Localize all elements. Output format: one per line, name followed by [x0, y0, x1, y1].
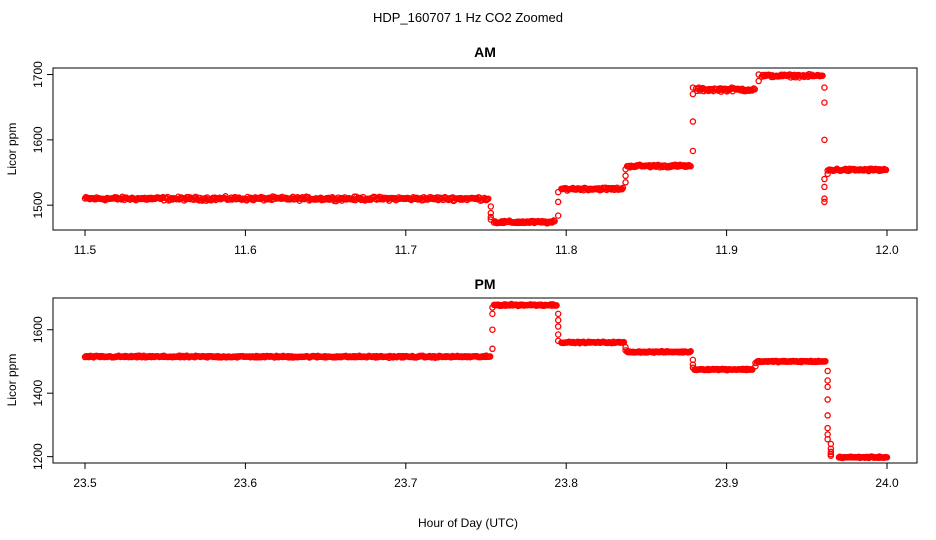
data-point [554, 331, 562, 338]
data-point [622, 172, 629, 180]
pm-panel-title: PM [475, 276, 496, 292]
data-point [821, 175, 828, 183]
data-point [824, 377, 831, 384]
data-point [689, 90, 697, 98]
data-point [751, 86, 759, 93]
data-point [619, 184, 627, 192]
x-tick-label: 23.9 [715, 476, 739, 490]
x-tick-label: 11.5 [74, 243, 97, 257]
data-point [554, 310, 562, 318]
data-point [689, 364, 697, 372]
data-point [749, 366, 756, 373]
am-points [81, 70, 890, 227]
data-point [487, 203, 495, 210]
data-point [827, 452, 835, 459]
x-tick-label: 24.0 [875, 476, 899, 490]
data-point [824, 424, 831, 432]
x-tick-label: 11.6 [234, 243, 257, 257]
data-point [687, 348, 694, 355]
data-point [622, 165, 629, 173]
data-point [489, 310, 496, 318]
pm-x-axis: 23.5 23.6 23.7 23.8 23.9 24.0 [73, 462, 899, 490]
x-tick-label: 23.7 [394, 476, 418, 490]
data-point [824, 435, 831, 443]
data-point [487, 213, 495, 221]
data-point [489, 304, 496, 311]
data-point [752, 359, 759, 367]
pm-points [81, 300, 891, 462]
y-tick-label: 1500 [31, 192, 45, 219]
am-plot-frame [52, 67, 918, 231]
data-point [883, 454, 891, 461]
data-point [755, 71, 762, 78]
data-point [618, 185, 626, 193]
pm-y-axis: 1200 1400 1600 [31, 316, 54, 470]
data-point [687, 162, 694, 170]
data-point [824, 367, 831, 375]
data-point [554, 188, 562, 196]
data-point [821, 198, 828, 206]
am-y-axis: 1500 1600 1700 [31, 61, 54, 219]
data-point [882, 166, 890, 174]
x-tick-label: 23.8 [555, 476, 579, 490]
y-tick-label: 1600 [31, 316, 45, 343]
data-point [551, 217, 558, 225]
x-tick-label: 11.9 [715, 243, 738, 257]
data-point [821, 99, 828, 106]
pm-panel: PM 23.5 23.6 23.7 23.8 23.9 24.0 1200 1400 1600… [5, 276, 918, 490]
data-point [554, 212, 562, 219]
data-point [487, 209, 495, 217]
y-tick-label: 1200 [31, 443, 45, 470]
data-point [824, 412, 831, 419]
data-point [824, 167, 831, 174]
am-x-axis: 11.5 11.6 11.7 11.8 11.9 12.0 [74, 229, 899, 257]
data-point [821, 136, 828, 144]
data-point [487, 216, 495, 223]
x-tick-label: 23.5 [73, 476, 97, 490]
data-point [554, 198, 562, 206]
x-tick-label: 11.8 [555, 243, 578, 257]
data-point [824, 383, 831, 391]
data-point [689, 147, 697, 155]
data-point [822, 358, 829, 365]
figure-title: HDP_160707 1 Hz CO2 Zoomed [373, 10, 563, 25]
data-point [554, 316, 562, 324]
data-point [821, 195, 828, 202]
data-point [484, 195, 492, 202]
data-point [821, 84, 828, 91]
data-point [622, 179, 629, 186]
x-tick-label: 23.6 [234, 476, 258, 490]
data-point [755, 77, 762, 85]
data-point [824, 170, 831, 178]
pm-plot-frame [52, 297, 918, 464]
data-point [827, 448, 835, 456]
data-point [689, 84, 697, 91]
data-point [821, 183, 828, 191]
am-panel-title: AM [474, 44, 496, 60]
y-tick-label: 1700 [31, 61, 45, 88]
am-y-axis-label: Licor ppm [5, 123, 19, 176]
data-point [622, 347, 629, 354]
x-axis-label: Hour of Day (UTC) [418, 516, 518, 530]
y-tick-label: 1400 [31, 380, 45, 407]
data-point [689, 118, 697, 125]
data-point [489, 326, 496, 333]
pm-y-axis-label: Licor ppm [5, 354, 19, 407]
data-point [752, 362, 759, 370]
data-point [486, 353, 494, 360]
data-point [622, 343, 629, 351]
data-point [489, 345, 496, 353]
data-point [554, 337, 562, 345]
data-point [819, 72, 826, 79]
x-tick-label: 12.0 [875, 243, 899, 257]
y-tick-label: 1600 [31, 126, 45, 153]
data-point [689, 361, 697, 368]
data-point [824, 396, 831, 403]
am-panel: AM 11.5 11.6 11.7 11.8 11.9 12.0 1500 1600 1700… [5, 44, 918, 257]
data-point [553, 302, 560, 309]
x-tick-label: 11.7 [395, 243, 418, 257]
data-point [554, 323, 562, 330]
